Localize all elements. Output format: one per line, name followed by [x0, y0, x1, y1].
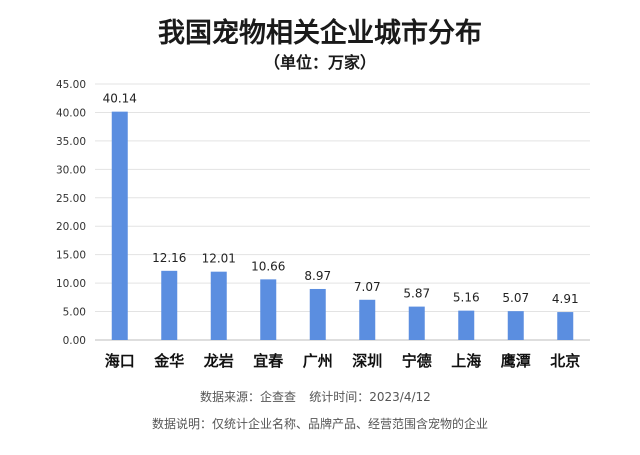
data-note: 数据说明：仅统计企业名称、品牌产品、经营范围含宠物的企业 [152, 416, 488, 431]
x-tick-label: 金华 [153, 352, 184, 370]
bar [210, 271, 227, 340]
x-tick-label: 上海 [451, 352, 481, 370]
bar [458, 310, 475, 340]
data-label: 4.91 [552, 292, 579, 306]
data-label: 40.14 [103, 92, 137, 106]
data-label: 12.16 [152, 251, 186, 265]
data-label: 5.87 [403, 287, 430, 301]
y-tick-label: 0.00 [63, 335, 86, 347]
x-tick-label: 鹰潭 [501, 352, 531, 370]
data-label: 5.07 [502, 291, 529, 305]
x-tick-label: 北京 [550, 352, 580, 370]
bars [111, 111, 574, 340]
y-tick-label: 30.00 [56, 164, 86, 176]
bar [507, 311, 524, 340]
y-tick-label: 20.00 [56, 221, 86, 233]
x-tick-label: 广州 [303, 352, 333, 370]
y-tick-label: 40.00 [56, 107, 86, 119]
data-labels: 40.14 12.16 12.01 10.66 8.97 7.07 5.87 5.16 5.07… [103, 92, 579, 306]
y-tick-label: 15.00 [56, 250, 86, 262]
bar [161, 270, 178, 340]
gridlines [95, 83, 590, 313]
bar [557, 312, 574, 340]
chart-subtitle: （单位：万家） [264, 53, 376, 72]
x-tick-label: 海口 [105, 352, 135, 370]
x-tick-label: 龙岩 [203, 352, 234, 370]
x-tick-label: 宁德 [402, 352, 432, 370]
y-tick-label: 45.00 [56, 79, 86, 91]
y-tick-label: 5.00 [63, 307, 86, 319]
data-label: 10.66 [251, 259, 285, 273]
chart-title: 我国宠物相关企业城市分布 [158, 17, 482, 49]
data-source: 数据来源：企查查 [200, 389, 296, 404]
y-tick-label: 10.00 [56, 278, 86, 290]
bar [408, 306, 425, 340]
bar [309, 288, 326, 340]
data-label: 7.07 [354, 280, 381, 294]
bar [260, 279, 277, 340]
bar [359, 299, 376, 340]
data-label: 12.01 [202, 252, 236, 266]
bar [111, 111, 128, 340]
y-tick-label: 25.00 [56, 193, 86, 205]
data-label: 8.97 [304, 269, 331, 283]
x-tick-label: 宜春 [253, 352, 283, 370]
x-tick-label: 深圳 [352, 352, 382, 370]
y-axis: 0.00 5.00 10.00 15.00 20.00 25.00 30.00 35.00 40… [56, 79, 86, 347]
y-tick-label: 35.00 [56, 136, 86, 148]
stat-time: 统计时间：2023/4/12 [309, 390, 431, 404]
x-axis: 海口 金华 龙岩 宜春 广州 深圳 宁德 上海 鹰潭 北京 [105, 352, 581, 370]
data-label: 5.16 [453, 291, 480, 305]
